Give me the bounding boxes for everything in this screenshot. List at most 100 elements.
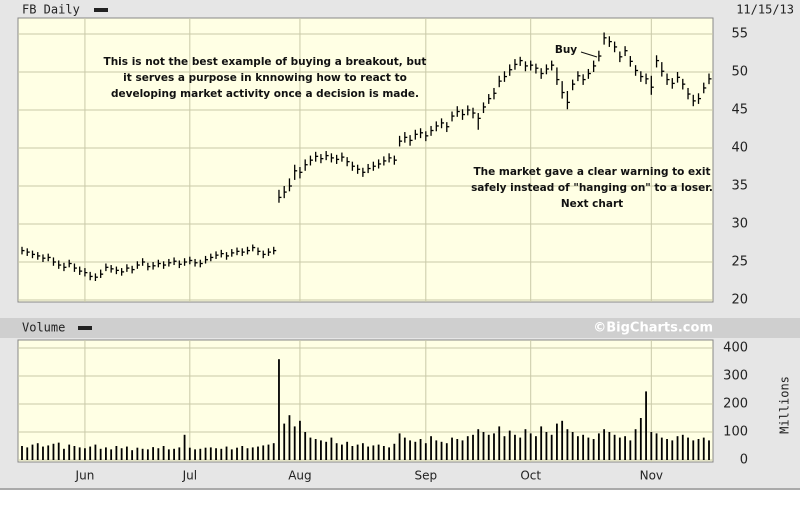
- volume-bar: [618, 437, 621, 460]
- annotation: it serves a purpose in knnowing how to r…: [123, 72, 407, 84]
- volume-bar: [330, 437, 333, 460]
- volume-bar: [173, 448, 175, 460]
- volume-bar: [687, 437, 689, 460]
- volume-bar: [660, 437, 663, 460]
- volume-bar: [692, 440, 695, 460]
- volume-bar: [241, 446, 244, 460]
- volume-bar: [115, 446, 118, 460]
- volume-bar: [183, 434, 186, 460]
- volume-bar: [430, 436, 432, 460]
- volume-bar: [52, 443, 55, 460]
- volume-bar: [152, 447, 155, 460]
- y-axis-label: Millions: [778, 376, 792, 434]
- volume-bar: [356, 444, 359, 460]
- annotation-pointer: [580, 51, 598, 58]
- volume-bar: [461, 440, 464, 460]
- y-tick-label: 55: [731, 27, 748, 42]
- y-tick-label: 40: [731, 141, 748, 156]
- volume-bar: [225, 446, 228, 460]
- volume-bar: [456, 439, 459, 460]
- volume-bar: [31, 444, 34, 460]
- volume-bar: [94, 444, 97, 460]
- volume-bar: [535, 436, 537, 460]
- volume-bar: [650, 432, 653, 460]
- volume-bar: [262, 445, 265, 460]
- volume-bar: [608, 432, 611, 460]
- volume-bar: [493, 433, 495, 460]
- x-tick-label: Oct: [520, 469, 541, 483]
- volume-bar: [251, 447, 254, 460]
- volume-bar: [325, 441, 328, 460]
- volume-bar: [419, 439, 422, 460]
- volume-bar: [655, 433, 658, 460]
- volume-bar: [639, 418, 642, 460]
- volume-bar: [199, 448, 202, 460]
- volume-bar: [21, 446, 23, 460]
- volume-header: [0, 318, 800, 338]
- volume-bar: [440, 441, 443, 460]
- volume-bar: [335, 443, 338, 460]
- volume-panel: [17, 339, 714, 463]
- volume-bar: [73, 446, 76, 460]
- y-tick-label: 100: [723, 425, 748, 440]
- volume-bar: [299, 420, 301, 460]
- volume-bar: [624, 436, 626, 460]
- volume-icon: [78, 326, 92, 330]
- volume-bar: [246, 448, 249, 460]
- volume-bar: [230, 449, 233, 460]
- y-tick-label: 200: [723, 397, 748, 412]
- volume-bar: [398, 433, 401, 460]
- date-label: 11/15/13: [736, 3, 794, 17]
- annotation: This is not the best example of buying a…: [104, 56, 427, 68]
- volume-bar: [414, 441, 417, 460]
- volume-bar: [341, 444, 343, 460]
- volume-bar: [708, 440, 710, 460]
- volume-bar: [178, 447, 181, 460]
- volume-bar: [372, 445, 375, 460]
- volume-bar: [367, 446, 370, 460]
- volume-bar: [561, 420, 564, 460]
- volume-bar: [157, 448, 160, 460]
- y-tick-label: 0: [740, 453, 748, 468]
- volume-bar: [681, 434, 684, 460]
- volume-bar: [120, 448, 123, 460]
- volume-bar: [393, 443, 396, 460]
- volume-bar: [445, 443, 448, 460]
- volume-bar: [47, 445, 50, 460]
- volume-bar: [57, 442, 60, 460]
- volume-bar: [697, 439, 700, 460]
- volume-bar: [576, 436, 579, 460]
- volume-bar: [592, 439, 595, 460]
- volume-bar: [508, 430, 511, 460]
- y-tick-label: 20: [731, 293, 748, 308]
- volume-bar: [377, 444, 380, 460]
- annotation: The market gave a clear warning to exit: [473, 166, 710, 178]
- volume-bar: [194, 449, 196, 460]
- volume-bar: [597, 433, 600, 460]
- volume-bar: [514, 434, 516, 460]
- volume-bar: [587, 437, 590, 460]
- volume-bar: [267, 444, 270, 460]
- volume-bar: [84, 448, 86, 460]
- volume-bar: [125, 446, 128, 460]
- volume-bar: [288, 415, 291, 460]
- y-tick-label: 30: [731, 217, 748, 232]
- volume-bar: [361, 443, 364, 460]
- annotation: developing market activity once a decisi…: [111, 88, 419, 100]
- volume-bar: [283, 423, 286, 460]
- volume-bar: [272, 443, 275, 460]
- volume-bar: [634, 429, 637, 460]
- volume-bar: [346, 441, 349, 460]
- x-tick-label: Aug: [288, 469, 311, 483]
- volume-bar: [351, 446, 354, 460]
- volume-bar: [472, 434, 474, 460]
- volume-bar: [566, 429, 569, 460]
- source-label: ©BigCharts.com: [593, 321, 713, 336]
- volume-bar: [524, 429, 527, 460]
- volume-bar: [424, 443, 427, 460]
- volume-bar: [162, 446, 165, 460]
- volume-bar: [629, 440, 632, 460]
- volume-bar: [141, 448, 144, 460]
- volume-bar: [167, 449, 170, 460]
- y-tick-label: 50: [731, 65, 748, 80]
